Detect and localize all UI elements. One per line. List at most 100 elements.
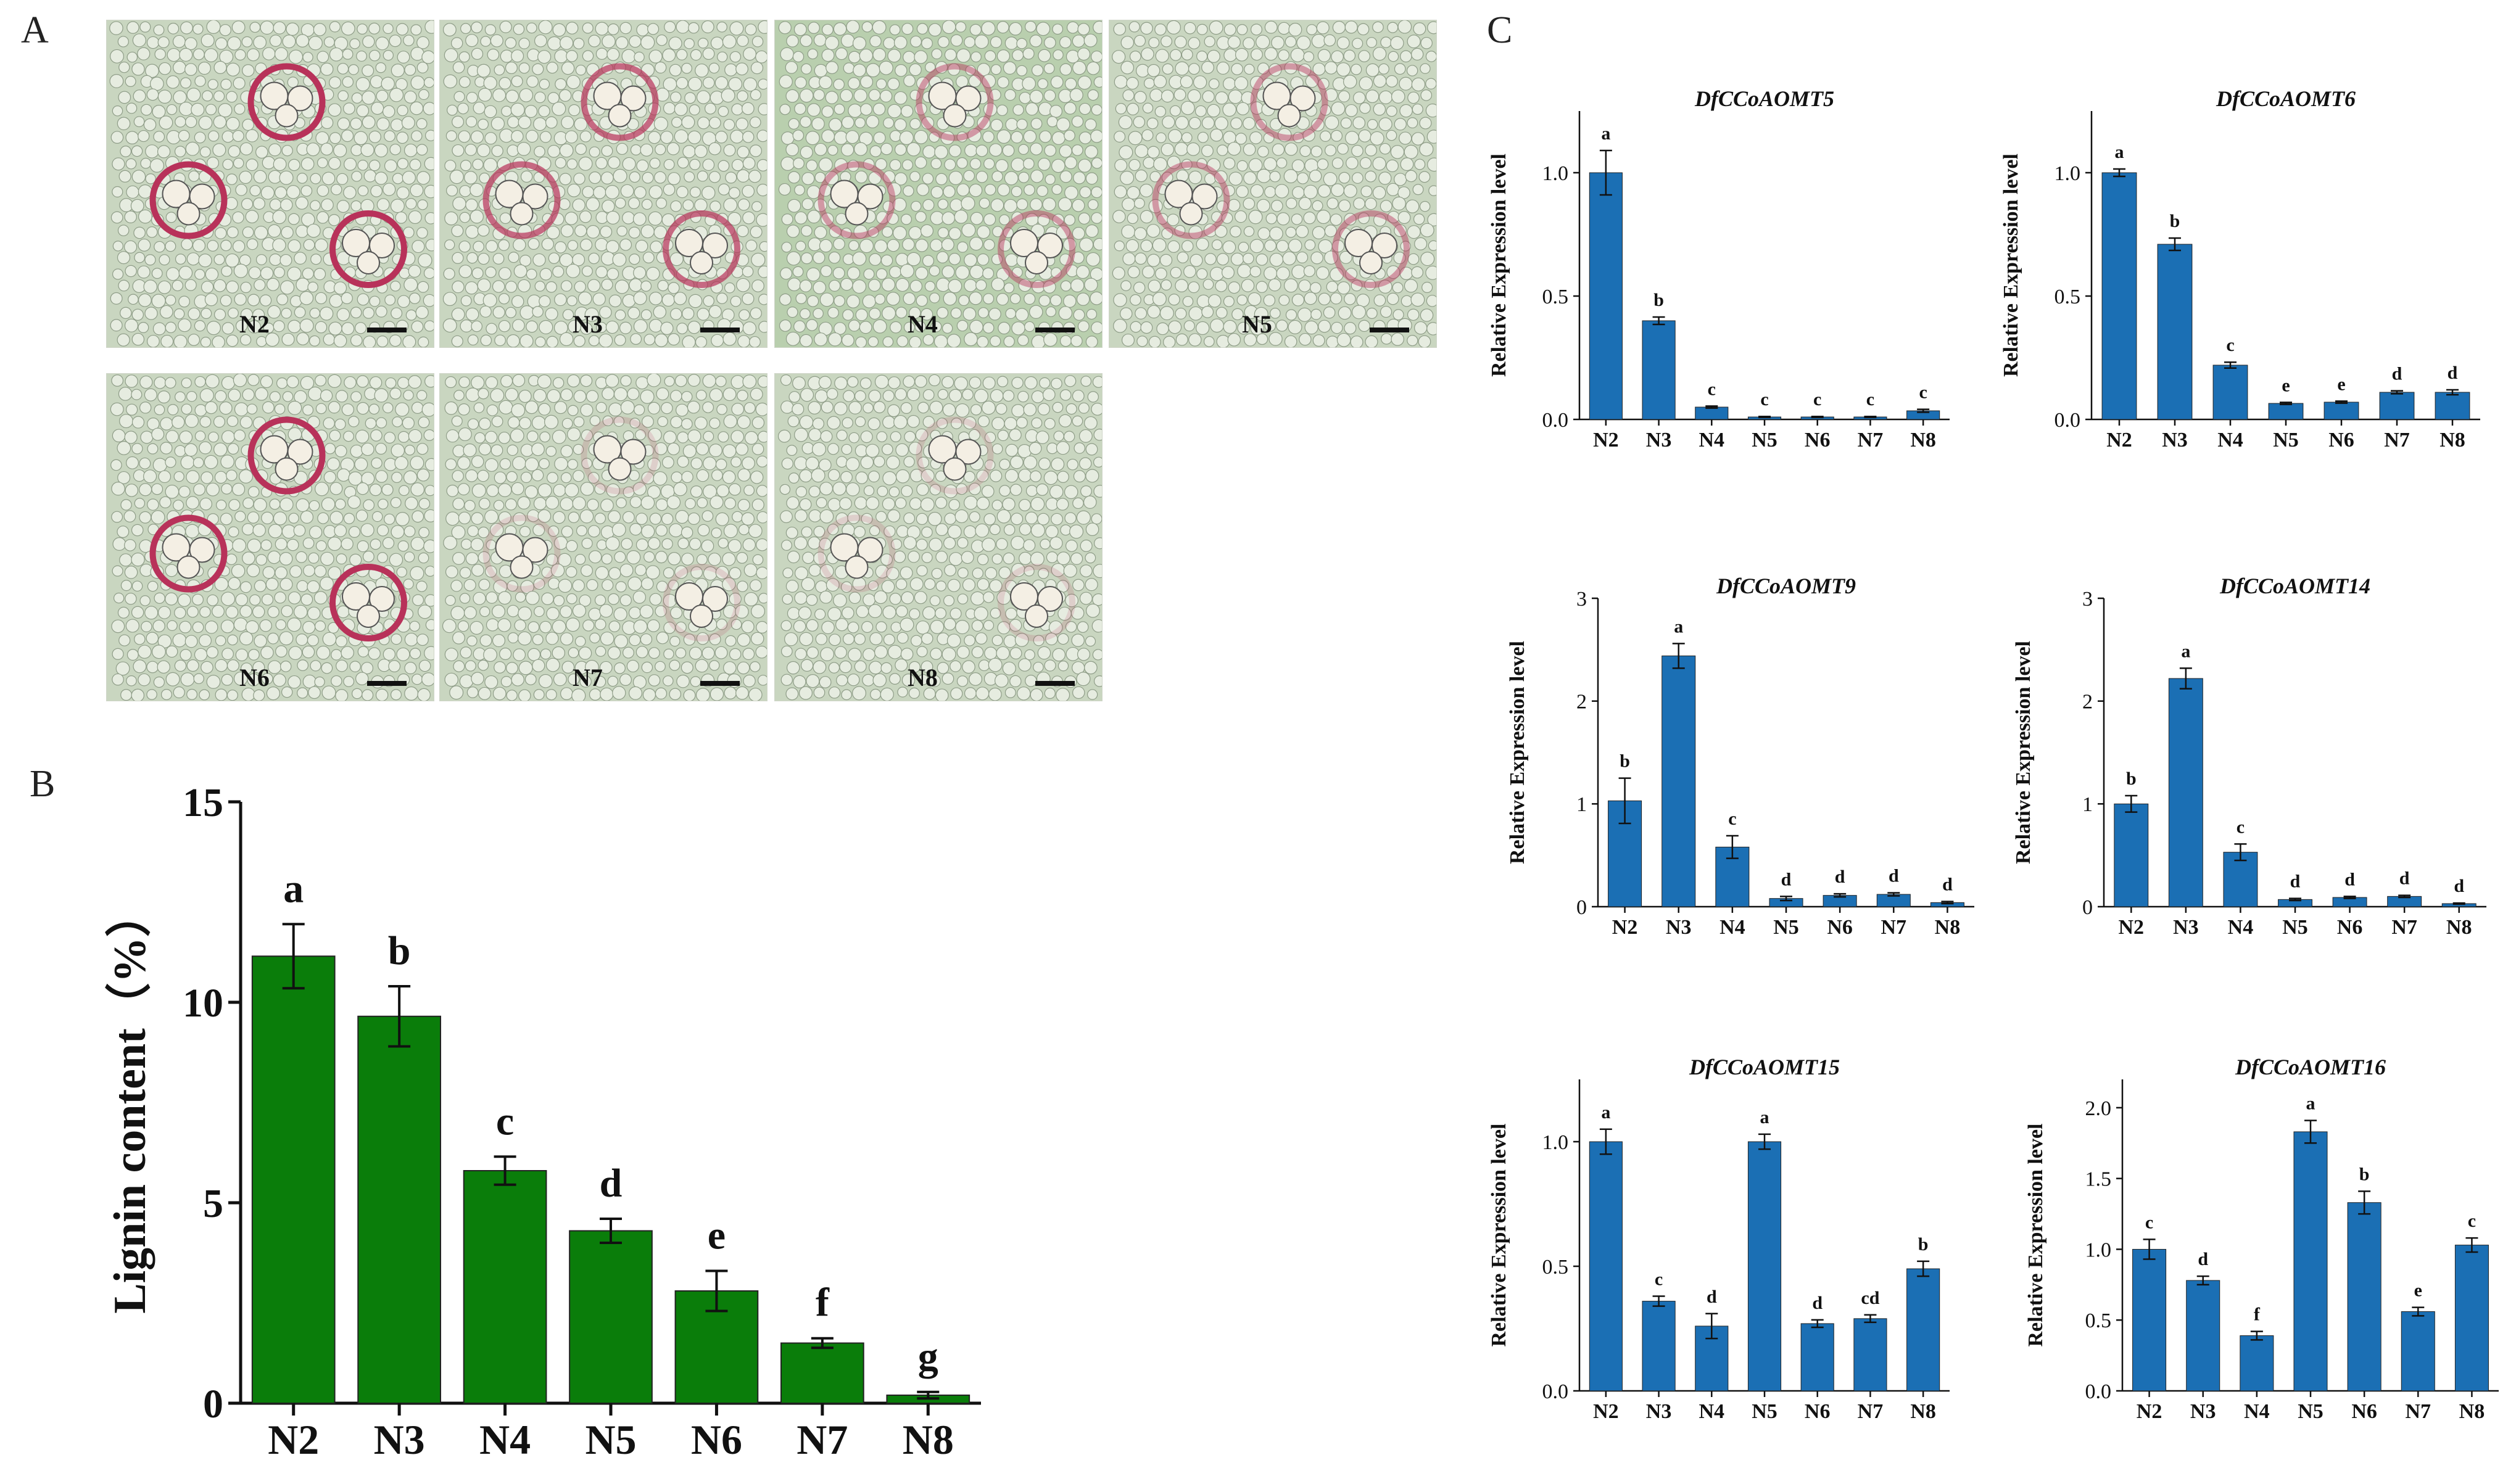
ccoaomt5-expression-chart: DfCCoAOMT5 0.0 0.5 1.0 Relative Expression l… (1488, 86, 1950, 451)
x-tick-label: N8 (903, 1416, 954, 1463)
micrograph-label: N6 (239, 664, 270, 691)
significance-letter: f (816, 1280, 830, 1325)
tissue-texture (109, 20, 434, 347)
x-tick-label: N2 (268, 1416, 319, 1463)
significance-letter: c (496, 1099, 514, 1144)
tissue-texture (442, 374, 767, 701)
tissue-texture (777, 374, 1102, 701)
significance-letter: d (600, 1161, 623, 1206)
significance-letter: d (1942, 875, 1953, 895)
x-tick-label: N3 (2190, 1400, 2216, 1423)
x-tick-label: N7 (2384, 429, 2410, 451)
micrograph-n5: N5 (1109, 20, 1437, 348)
bar-n4 (2212, 365, 2248, 420)
scale-bar (700, 681, 740, 686)
significance-letter: e (708, 1213, 726, 1258)
significance-letter: c (2226, 335, 2234, 355)
significance-letter: c (1760, 389, 1768, 410)
ccoaomt16-expression-chart: DfCCoAOMT16 0.0 0.5 1.0 1.5 2.0 Relative Expre… (2024, 1055, 2499, 1423)
bar-n8 (2435, 392, 2470, 420)
x-tick-label: N2 (1593, 429, 1619, 451)
significance-letter: d (1812, 1293, 1823, 1313)
significance-letter: g (918, 1334, 938, 1379)
significance-letter: d (2198, 1249, 2208, 1269)
bar-n3 (2168, 678, 2203, 907)
scale-bar (367, 328, 407, 332)
bar-n6 (2324, 402, 2359, 420)
y-tick-label: 3 (2082, 588, 2093, 611)
x-tick-label: N8 (2459, 1400, 2485, 1423)
significance-letter: d (1835, 867, 1845, 887)
significance-letter: c (1728, 809, 1736, 829)
bar-n7 (1853, 1318, 1887, 1391)
micrograph-label: N5 (1242, 310, 1272, 338)
significance-letter: e (2414, 1280, 2422, 1301)
y-tick-label: 1 (1576, 793, 1587, 816)
significance-letter: d (2392, 364, 2402, 384)
bar-n5 (1747, 1141, 1782, 1391)
significance-letter: c (2145, 1212, 2153, 1232)
y-axis-label: Lignin content（%） (105, 891, 155, 1314)
x-tick-label: N4 (1699, 1400, 1725, 1423)
significance-letter: b (1653, 290, 1664, 310)
tissue-texture (778, 20, 1102, 347)
x-tick-label: N6 (1805, 1400, 1831, 1423)
y-tick-label: 2 (1576, 691, 1587, 714)
x-tick-label: N6 (1827, 916, 1853, 939)
y-tick-label: 0.0 (2055, 409, 2081, 432)
y-tick-label: 1.0 (2085, 1239, 2112, 1261)
micrograph-label: N8 (908, 664, 938, 691)
micrograph-label: N4 (908, 310, 938, 338)
significance-letter: c (1919, 382, 1927, 403)
chart-title: DfCCoAOMT14 (2219, 574, 2370, 598)
chart-title: DfCCoAOMT9 (1716, 574, 1856, 598)
x-tick-label: N3 (1646, 429, 1672, 451)
bar-n4 (463, 1170, 547, 1404)
y-tick-label: 0.5 (1542, 286, 1569, 308)
y-tick-label: 2 (2082, 691, 2093, 714)
x-tick-label: N2 (2137, 1400, 2162, 1423)
micrograph-n2: N2 (106, 20, 434, 348)
significance-letter: d (2448, 363, 2458, 383)
significance-letter: c (1655, 1269, 1663, 1289)
x-tick-label: N8 (2439, 429, 2465, 451)
x-tick-label: N3 (1666, 916, 1692, 939)
x-tick-label: N8 (2446, 916, 2472, 939)
significance-letter: b (2359, 1164, 2370, 1184)
x-tick-label: N5 (2298, 1400, 2324, 1423)
x-tick-label: N7 (2406, 1400, 2431, 1423)
bar-n8 (1906, 1268, 1940, 1391)
y-axis-label: Relative Expression level (1488, 154, 1510, 377)
bar-n7 (2401, 1311, 2435, 1391)
x-tick-label: N4 (2244, 1400, 2270, 1423)
y-tick-label: 10 (183, 981, 223, 1026)
significance-letter: b (1918, 1234, 1929, 1255)
significance-letter: d (1707, 1287, 1717, 1307)
y-axis-label: Relative Expression level (2024, 1124, 2047, 1347)
significance-letter: c (1708, 379, 1716, 399)
significance-letter: e (2337, 374, 2345, 394)
chart-title: DfCCoAOMT5 (1694, 86, 1834, 111)
bar-n2 (1589, 172, 1623, 420)
x-tick-label: N8 (1910, 429, 1936, 451)
y-tick-label: 0.0 (1542, 1380, 1569, 1403)
scale-bar (367, 681, 407, 686)
x-tick-label: N6 (2328, 429, 2354, 451)
chart-title: DfCCoAOMT6 (2216, 86, 2356, 111)
y-tick-label: 2.0 (2085, 1097, 2112, 1120)
significance-letter: a (2306, 1094, 2315, 1114)
y-tick-label: 0.0 (1542, 409, 1569, 432)
significance-letter: d (2454, 876, 2464, 896)
significance-letter: c (1866, 389, 1874, 410)
panel-letter-c: C (1487, 9, 1513, 51)
micrograph-n6: N6 (106, 373, 434, 701)
significance-letter: f (2254, 1305, 2261, 1325)
bar-n4 (2223, 852, 2258, 907)
y-tick-label: 0.5 (2055, 286, 2081, 308)
bar-n6 (2347, 1202, 2382, 1391)
x-tick-label: N3 (2173, 916, 2199, 939)
scale-bar (1370, 328, 1409, 332)
significance-letter: e (2282, 375, 2290, 395)
bar-n3 (1661, 655, 1696, 907)
y-tick-label: 0.0 (2085, 1380, 2112, 1403)
